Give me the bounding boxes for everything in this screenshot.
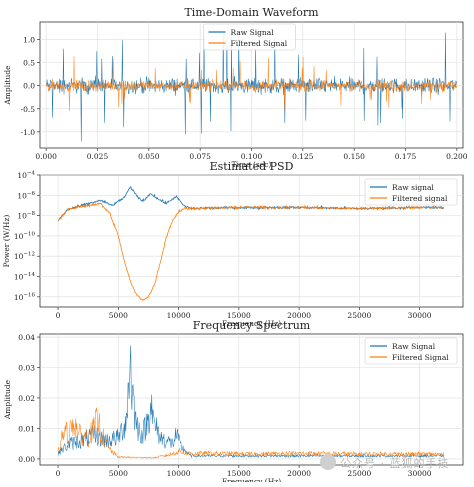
y-axis-label: Amplitude xyxy=(3,65,12,106)
legend-box xyxy=(364,178,458,206)
y-tick-label: 10−10 xyxy=(14,231,36,241)
x-tick-label: 0.000 xyxy=(35,152,57,161)
x-tick-label: 15000 xyxy=(227,469,251,478)
y-tick-label: 10−16 xyxy=(14,292,36,302)
x-axis-label: Frequency (Hz) xyxy=(222,319,281,328)
watermark-logo-icon xyxy=(320,454,336,470)
x-tick-label: 30000 xyxy=(408,469,432,478)
x-tick-label: 0.175 xyxy=(395,152,417,161)
y-tick-label: 0.00 xyxy=(18,455,35,464)
y-tick-label: 10−12 xyxy=(14,252,35,262)
x-tick-label: 0.075 xyxy=(189,152,211,161)
x-tick-label: 0 xyxy=(56,311,61,320)
x-tick-label: 30000 xyxy=(408,311,432,320)
y-axis-label: Power (W/Hz) xyxy=(2,215,11,268)
y-tick-label: 0.5 xyxy=(23,59,35,68)
legend-label: Raw signal xyxy=(392,183,434,192)
legend-label: Filtered Signal xyxy=(231,39,288,48)
legend-label: Raw Signal xyxy=(231,28,275,37)
y-tick-label: 0.0 xyxy=(23,82,35,91)
y-tick-label: 10−6 xyxy=(17,191,35,201)
legend: Raw Signal Filtered Signal xyxy=(203,23,296,51)
chart-title: Time-Domain Waveform xyxy=(184,6,319,19)
series-line-2 xyxy=(57,202,444,302)
x-tick-label: 10000 xyxy=(167,469,191,478)
x-tick-label: 15000 xyxy=(227,311,251,320)
legend-label: Raw Signal xyxy=(392,342,436,351)
chart-panel-2: 0 5000 10000 15000 20000 25000 30000 10−4 10−6 10… xyxy=(2,160,464,328)
chart-panel-3: 0 5000 10000 15000 20000 25000 30000 0.00 0.01 0.… xyxy=(3,319,464,486)
x-tick-label: 20000 xyxy=(287,469,311,478)
x-tick-label: 5000 xyxy=(109,469,128,478)
chart-panel-1: 0.000 0.025 0.050 0.075 0.100 0.125 0.150 0.175… xyxy=(3,6,468,169)
chart-title: Frequency Spectrum xyxy=(193,319,311,332)
watermark-text: 公众号 · 蓝狐的手技 xyxy=(340,457,450,470)
y-tick-label: -1.0 xyxy=(21,128,36,137)
x-tick-label: 0.125 xyxy=(292,152,314,161)
x-tick-label: 25000 xyxy=(347,469,371,478)
x-axis-label: Frequency (Hz) xyxy=(222,477,281,482)
legend: Raw signal Filtered signal xyxy=(364,178,458,206)
y-tick-label: 0.01 xyxy=(18,424,35,433)
legend-box xyxy=(364,337,458,365)
legend-label: Filtered signal xyxy=(392,194,448,203)
legend-label: Filtered Signal xyxy=(392,353,449,362)
x-tick-label: 5000 xyxy=(109,311,128,320)
x-tick-label: 25000 xyxy=(347,311,371,320)
x-tick-label: 10000 xyxy=(167,311,191,320)
y-tick-label: -0.5 xyxy=(21,105,36,114)
x-tick-label: 0.150 xyxy=(343,152,365,161)
series-line-1 xyxy=(57,186,445,222)
x-tick-label: 0.100 xyxy=(241,152,263,161)
series-line-2 xyxy=(57,407,444,459)
y-axis-label: Amplitude xyxy=(3,379,12,420)
watermark: 公众号 · 蓝狐的手技 xyxy=(318,452,474,474)
y-tick-label: 0.04 xyxy=(18,333,35,342)
chart-title: Estimated PSD xyxy=(210,160,294,173)
y-tick-label: 10−4 xyxy=(17,171,35,181)
y-tick-label: 1.0 xyxy=(23,36,35,45)
x-axis-label: Time (sec) xyxy=(232,160,272,169)
y-tick-label: 0.03 xyxy=(18,364,35,373)
y-tick-label: 10−8 xyxy=(17,211,35,221)
x-tick-label: 20000 xyxy=(287,311,311,320)
legend-box xyxy=(203,23,296,51)
y-tick-label: 10−14 xyxy=(14,272,36,282)
x-tick-label: 0 xyxy=(56,469,61,478)
series-line-2 xyxy=(46,56,458,112)
x-tick-label: 0.025 xyxy=(87,152,109,161)
legend: Raw Signal Filtered Signal xyxy=(364,337,458,365)
x-tick-label: 0.200 xyxy=(446,152,468,161)
y-tick-label: 0.02 xyxy=(18,394,35,403)
x-tick-label: 0.050 xyxy=(138,152,160,161)
